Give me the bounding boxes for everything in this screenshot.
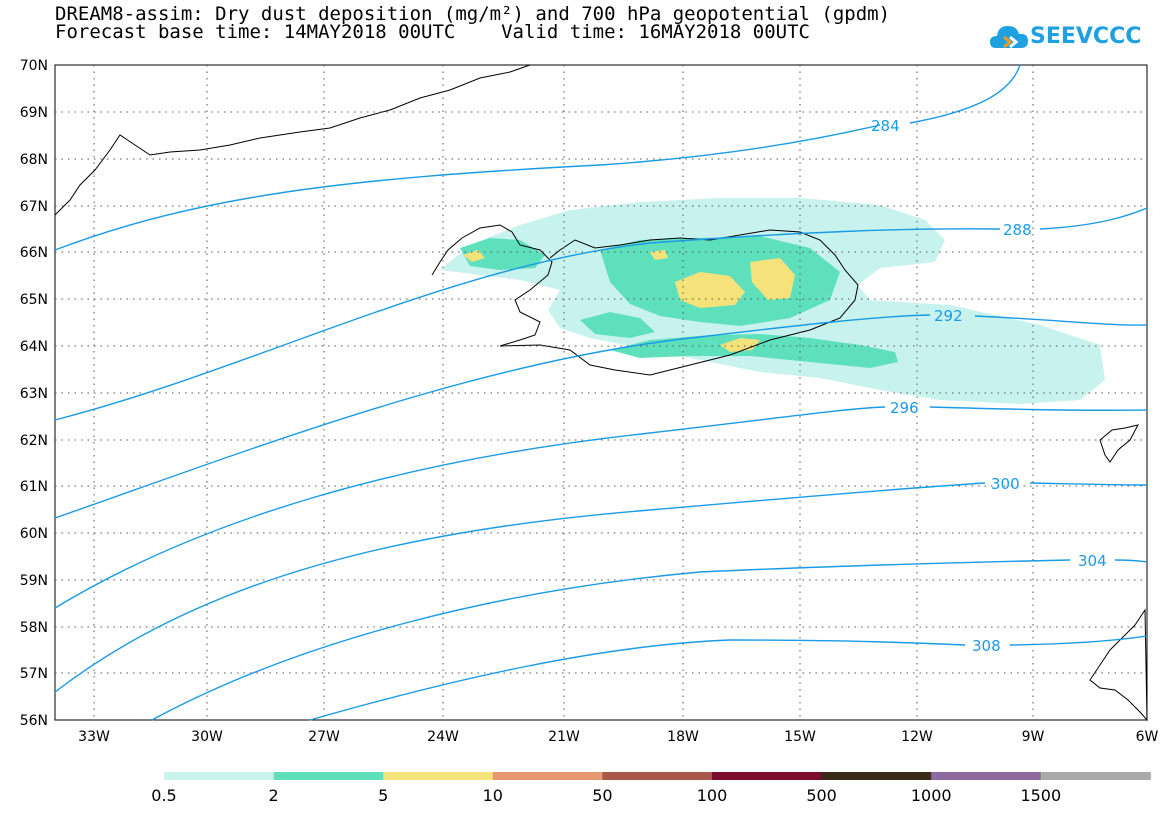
contour-label-300: 300 — [991, 475, 1020, 493]
colorbar: 0.5 2 5 10 50 100 500 1000 1500 — [151, 772, 1151, 805]
contour-label-304: 304 — [1078, 552, 1107, 570]
colorbar-label: 1000 — [911, 786, 952, 805]
contour-304 — [151, 559, 1148, 721]
latitude-axis: 70N 69N 68N 67N 66N 65N 64N 63N 62N 61N … — [20, 58, 48, 729]
map-title: DREAM8-assim: Dry dust deposition (mg/m²… — [55, 3, 891, 25]
dust-region-high-3 — [720, 338, 760, 352]
lon-label: 27W — [308, 729, 340, 745]
lat-label: 56N — [20, 713, 48, 729]
dust-region-mid-4 — [580, 312, 655, 338]
contour-292 — [54, 314, 1148, 519]
colorbar-swatch — [273, 772, 384, 780]
faroe-coast — [1099, 424, 1139, 463]
lat-label: 69N — [20, 105, 48, 121]
colorbar-swatch — [712, 772, 823, 780]
colorbar-label: 50 — [592, 786, 612, 805]
lat-label: 58N — [20, 620, 48, 636]
contour-284 — [54, 64, 1021, 251]
lon-label: 6W — [1136, 729, 1159, 745]
graticule — [55, 65, 1147, 720]
lat-label: 67N — [20, 199, 48, 215]
colorbar-swatch — [383, 772, 494, 780]
lat-label: 70N — [20, 58, 48, 74]
dust-region-high-2 — [750, 258, 795, 300]
contour-308 — [309, 635, 1148, 721]
seevccc-logo: SEEVCCC — [990, 18, 1165, 58]
colorbar-swatch — [492, 772, 603, 780]
colorbar-swatch — [602, 772, 713, 780]
lon-label: 24W — [427, 729, 459, 745]
lat-label: 65N — [20, 292, 48, 308]
lat-label: 68N — [20, 152, 48, 168]
map-subtitle: Forecast base time: 14MAY2018 00UTC Vali… — [55, 21, 810, 43]
colorbar-swatch — [164, 772, 275, 780]
colorbar-label: 2 — [269, 786, 279, 805]
contour-label-group: 284 288 292 296 300 304 308 — [871, 117, 1107, 655]
lat-label: 60N — [20, 526, 48, 542]
lat-label: 61N — [20, 479, 48, 495]
lat-label: 57N — [20, 666, 48, 682]
lon-label: 18W — [667, 729, 699, 745]
scotland-coast — [1089, 608, 1148, 722]
contour-288 — [54, 207, 1148, 421]
contour-label-284: 284 — [871, 117, 900, 135]
contour-label-296: 296 — [890, 399, 919, 417]
lon-label: 15W — [784, 729, 816, 745]
dust-region-mid-2 — [610, 334, 898, 368]
colorbar-label: 0.5 — [151, 786, 176, 805]
lon-label: 9W — [1022, 729, 1045, 745]
lat-label: 63N — [20, 386, 48, 402]
colorbar-swatch — [821, 772, 932, 780]
lon-label: 12W — [901, 729, 933, 745]
contour-label-292: 292 — [934, 307, 963, 325]
lon-label: 30W — [191, 729, 223, 745]
lat-label: 64N — [20, 339, 48, 355]
colorbar-label: 10 — [483, 786, 503, 805]
logo-text: SEEVCCC — [1030, 24, 1142, 49]
lat-label: 62N — [20, 433, 48, 449]
cloud-icon — [990, 26, 1028, 49]
lon-label: 33W — [78, 729, 110, 745]
colorbar-label: 1500 — [1020, 786, 1061, 805]
colorbar-label: 100 — [697, 786, 728, 805]
lon-label: 21W — [548, 729, 580, 745]
geopotential-contours — [54, 64, 1148, 721]
contour-300 — [54, 482, 1148, 693]
contour-label-288: 288 — [1003, 221, 1032, 239]
colorbar-label: 5 — [378, 786, 388, 805]
longitude-axis: 33W 30W 27W 24W 21W 18W 15W 12W 9W 6W — [78, 729, 1158, 745]
colorbar-label: 500 — [806, 786, 837, 805]
lat-label: 59N — [20, 573, 48, 589]
lat-label: 66N — [20, 245, 48, 261]
greenland-coast — [54, 64, 531, 216]
colorbar-swatch — [931, 772, 1042, 780]
contour-label-308: 308 — [972, 637, 1001, 655]
dust-region-high-4 — [463, 250, 485, 262]
contour-296 — [54, 406, 1148, 609]
colorbar-swatch — [1040, 772, 1151, 780]
